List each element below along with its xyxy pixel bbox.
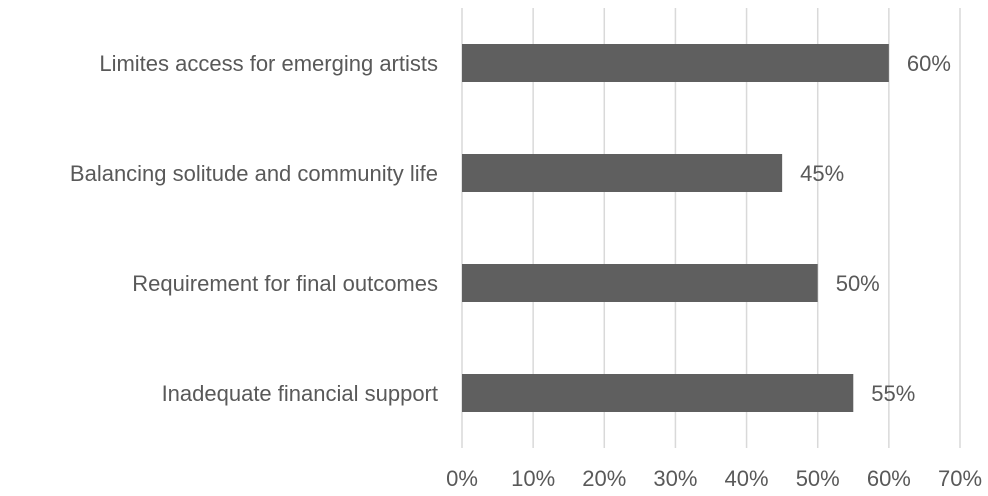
bar — [462, 264, 818, 302]
x-tick-label: 20% — [582, 466, 626, 491]
bar-value-label: 45% — [800, 161, 844, 186]
x-tick-label: 10% — [511, 466, 555, 491]
x-tick-label: 40% — [725, 466, 769, 491]
x-tick-label: 60% — [867, 466, 911, 491]
bar — [462, 44, 889, 82]
x-tick-label: 70% — [938, 466, 982, 491]
value-labels: 60% 45% 50% 55% — [800, 51, 951, 406]
category-label: Inadequate financial support — [162, 381, 438, 406]
category-labels: Limites access for emerging artists Balan… — [70, 51, 438, 406]
category-label: Limites access for emerging artists — [99, 51, 438, 76]
x-tick-label: 30% — [653, 466, 697, 491]
bars — [462, 44, 889, 412]
x-axis-tick-labels: 0% 10% 20% 30% 40% 50% 60% 70% — [446, 466, 982, 491]
bar-value-label: 55% — [871, 381, 915, 406]
category-label: Balancing solitude and community life — [70, 161, 438, 186]
bar — [462, 374, 854, 412]
bar-value-label: 50% — [836, 271, 880, 296]
category-label: Requirement for final outcomes — [132, 271, 438, 296]
x-tick-label: 0% — [446, 466, 478, 491]
bar — [462, 154, 783, 192]
x-tick-label: 50% — [796, 466, 840, 491]
bar-value-label: 60% — [907, 51, 951, 76]
